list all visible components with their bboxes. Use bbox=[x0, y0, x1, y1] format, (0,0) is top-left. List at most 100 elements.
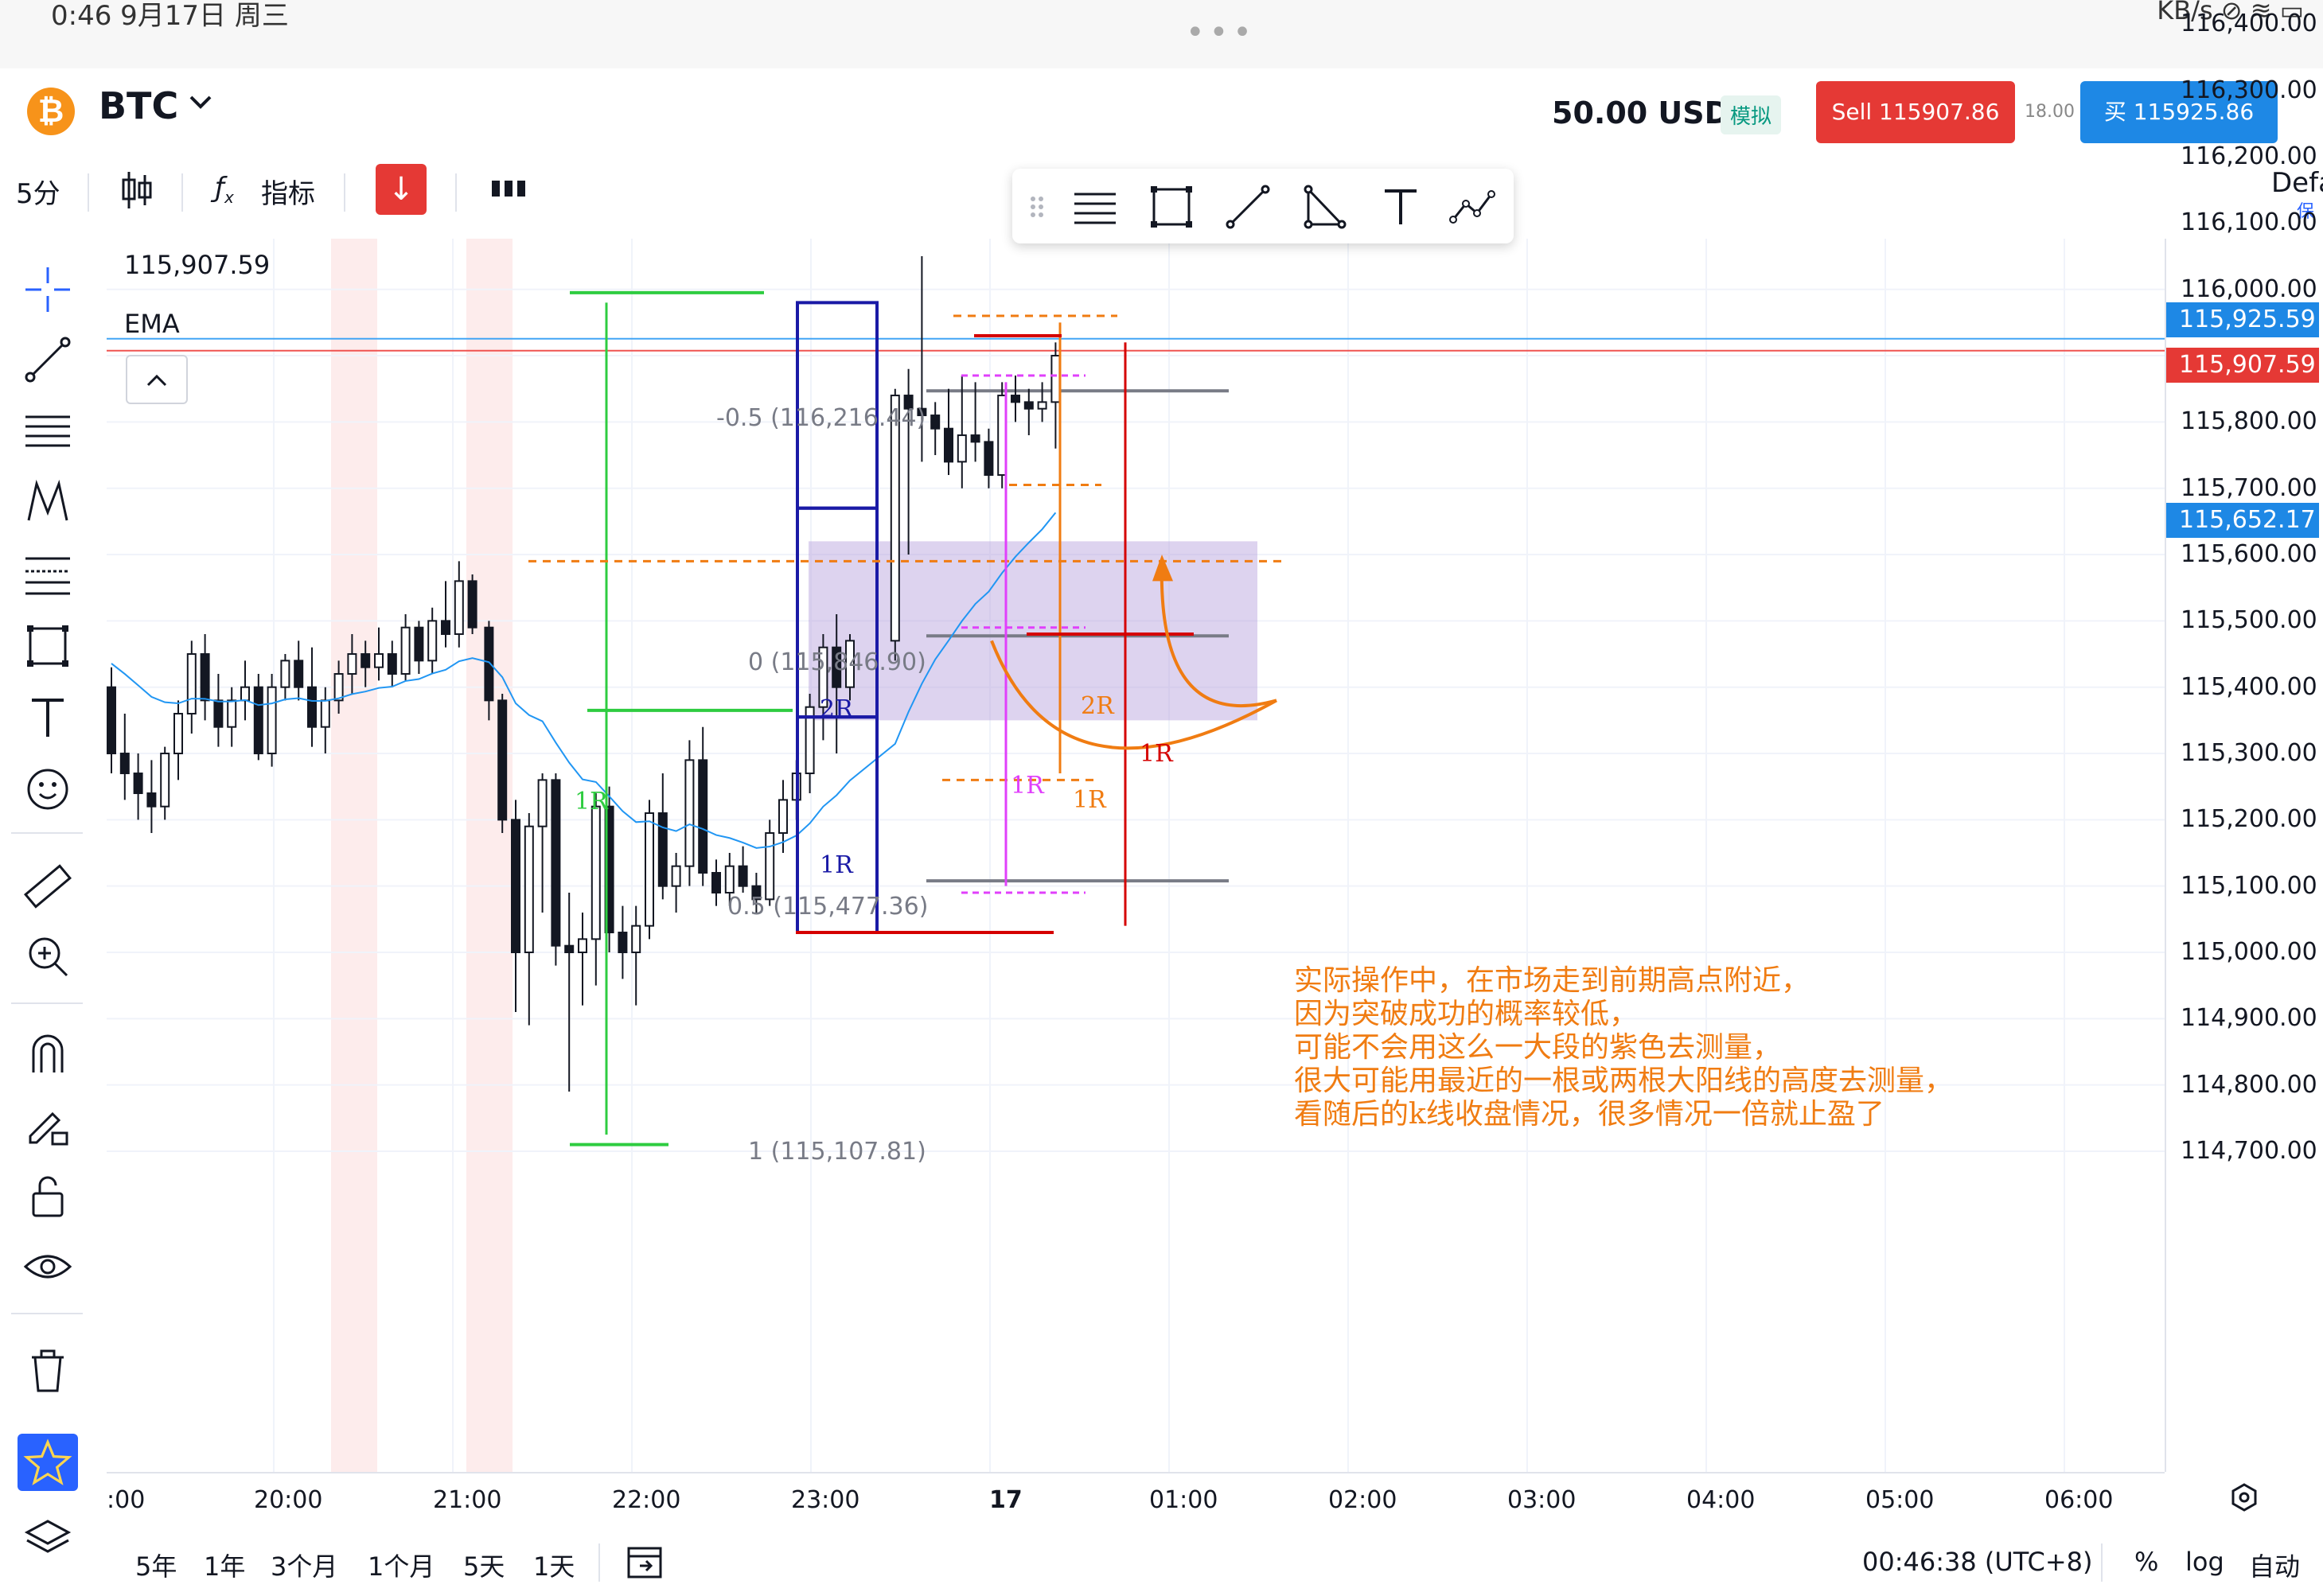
candle-body bbox=[146, 792, 157, 808]
candle-body bbox=[944, 427, 953, 463]
time-axis[interactable]: :00 20:00 21:00 22:00 23:00 17 01:00 02:00 03:00… bbox=[107, 1472, 2165, 1528]
mode-badge: 模拟 bbox=[1721, 95, 1782, 134]
lock-pencil-icon[interactable] bbox=[21, 1098, 75, 1152]
toolbar-divider bbox=[181, 173, 183, 212]
orange-curve-arrow bbox=[990, 640, 1277, 750]
price-axis[interactable]: 116,400.00 116,300.00 116,200.00 116,100.00… bbox=[2165, 10, 2323, 1472]
price-tick: 116,200.00 bbox=[2181, 142, 2317, 171]
time-tick: 02:00 bbox=[1328, 1486, 1397, 1514]
price-tick: 115,700.00 bbox=[2181, 473, 2317, 502]
status-bar: 0:46 9月17日 周三 ••• KB/s ⊘ ≋ ▭ bbox=[0, 0, 2323, 68]
candle-body bbox=[267, 686, 277, 755]
candle-body bbox=[751, 885, 762, 901]
ask-price-tag: 115,925.59 bbox=[2166, 302, 2319, 338]
range-3m[interactable]: 3个月 bbox=[271, 1551, 338, 1582]
range-5d[interactable]: 5天 bbox=[463, 1551, 505, 1582]
text-icon[interactable] bbox=[1377, 183, 1425, 231]
bottom-bar: 5年 1年 3个月 1个月 5天 1天 00:46:38 (UTC+8) % l… bbox=[0, 1528, 2323, 1596]
unlock-icon[interactable] bbox=[21, 1170, 75, 1224]
fx-icon[interactable]: ƒx bbox=[215, 172, 234, 207]
candle-body bbox=[213, 699, 224, 728]
layout-save-label[interactable]: 保 bbox=[2297, 202, 2315, 222]
auto-toggle[interactable]: 自动 bbox=[2249, 1551, 2301, 1582]
price-tick: 115,300.00 bbox=[2181, 739, 2317, 768]
pattern-icon[interactable] bbox=[21, 476, 75, 530]
time-tick: :00 bbox=[107, 1486, 146, 1514]
candle-body bbox=[294, 660, 304, 688]
text-icon[interactable] bbox=[21, 691, 75, 745]
magenta-1r-label: 1R bbox=[1011, 772, 1044, 800]
legend-indicator[interactable]: EMA bbox=[124, 309, 180, 339]
price-tick: 115,800.00 bbox=[2181, 407, 2317, 436]
annotation-text: 实际操作中，在市场走到前期高点附近， 因为突破成功的概率较低， 可能不会用这么一… bbox=[1294, 964, 1953, 1131]
price-tick: 116,300.00 bbox=[2181, 76, 2317, 104]
candle-style-icon[interactable] bbox=[119, 169, 154, 219]
time-tick: 23:00 bbox=[791, 1486, 860, 1514]
emoji-icon[interactable] bbox=[21, 762, 75, 816]
interval-selector[interactable]: 5分 bbox=[16, 178, 60, 210]
range-1d[interactable]: 1天 bbox=[533, 1551, 575, 1582]
calendar-icon[interactable] bbox=[626, 1542, 664, 1586]
magnet-icon[interactable] bbox=[21, 1026, 75, 1080]
ema-price-tag: 115,652.17 bbox=[2166, 502, 2319, 538]
horizontal-lines-icon[interactable] bbox=[1071, 183, 1119, 231]
bars-icon[interactable] bbox=[490, 175, 528, 207]
range-5y[interactable]: 5年 bbox=[135, 1551, 177, 1582]
status-time: 0:46 9月17日 周三 bbox=[51, 0, 289, 32]
rectangle-icon[interactable] bbox=[21, 619, 75, 673]
sell-button[interactable]: Sell 115907.86 bbox=[1816, 81, 2015, 143]
rectangle-icon[interactable] bbox=[1148, 183, 1195, 231]
triangle-icon[interactable] bbox=[1300, 183, 1348, 231]
ruler-icon[interactable] bbox=[21, 859, 75, 913]
price-chart[interactable] bbox=[107, 239, 2165, 1472]
fib-label: 1 (115,107.81) bbox=[748, 1138, 926, 1166]
symbol-name[interactable]: BTC bbox=[99, 84, 179, 127]
fib-icon[interactable] bbox=[21, 547, 75, 601]
buy-button[interactable]: 买 115925.86 bbox=[2080, 81, 2278, 143]
price-tick: 114,900.00 bbox=[2181, 1004, 2317, 1033]
clock[interactable]: 00:46:38 (UTC+8) bbox=[1862, 1547, 2093, 1577]
zoom-in-icon[interactable] bbox=[21, 929, 75, 983]
price-tick: 115,000.00 bbox=[2181, 938, 2317, 966]
fib-label: 0.5 (115,477.36) bbox=[727, 893, 929, 921]
fib-label: -0.5 (116,216.44) bbox=[716, 404, 926, 432]
range-1y[interactable]: 1年 bbox=[204, 1551, 246, 1582]
chevron-down-icon[interactable] bbox=[185, 86, 216, 126]
chart-canvas[interactable] bbox=[107, 239, 2165, 1472]
crosshair-icon[interactable] bbox=[21, 263, 75, 317]
candle-body bbox=[738, 865, 748, 887]
trash-icon[interactable] bbox=[21, 1343, 75, 1397]
log-toggle[interactable]: log bbox=[2185, 1547, 2224, 1577]
layout-name[interactable]: Defa bbox=[2271, 167, 2323, 199]
settings-icon[interactable] bbox=[2228, 1481, 2260, 1516]
legend-collapse-button[interactable] bbox=[126, 355, 188, 404]
ema-line bbox=[111, 512, 1057, 849]
star-icon[interactable] bbox=[18, 1434, 78, 1491]
horizontal-lines-icon[interactable] bbox=[21, 404, 75, 458]
drag-handle-icon[interactable] bbox=[1028, 183, 1047, 231]
time-tick: 21:00 bbox=[433, 1486, 502, 1514]
layers-icon[interactable] bbox=[21, 1512, 75, 1566]
candle-body bbox=[917, 407, 927, 417]
range-1m[interactable]: 1个月 bbox=[368, 1551, 435, 1582]
time-tick: 01:00 bbox=[1149, 1486, 1218, 1514]
eye-icon[interactable] bbox=[21, 1240, 75, 1294]
time-tick: 20:00 bbox=[254, 1486, 323, 1514]
candle-body bbox=[173, 713, 183, 755]
trend-line-icon[interactable] bbox=[1224, 183, 1272, 231]
candle-body bbox=[657, 812, 668, 887]
percent-toggle[interactable]: % bbox=[2134, 1547, 2159, 1577]
indicators-button[interactable]: 指标 bbox=[261, 178, 315, 210]
trend-line-icon[interactable] bbox=[21, 333, 75, 387]
candle-body bbox=[511, 819, 520, 954]
candle-body bbox=[253, 686, 263, 755]
toolbar-divider bbox=[88, 173, 89, 212]
polyline-icon[interactable] bbox=[1448, 183, 1496, 231]
candle-body bbox=[280, 660, 290, 688]
time-tick: 04:00 bbox=[1686, 1486, 1756, 1514]
candle-body bbox=[320, 699, 330, 728]
down-arrow-icon[interactable]: ↓ bbox=[376, 164, 427, 215]
more-dots-icon[interactable]: ••• bbox=[1186, 14, 1257, 51]
price-tick: 115,500.00 bbox=[2181, 606, 2317, 635]
blue-1r-label: 1R bbox=[820, 851, 853, 879]
